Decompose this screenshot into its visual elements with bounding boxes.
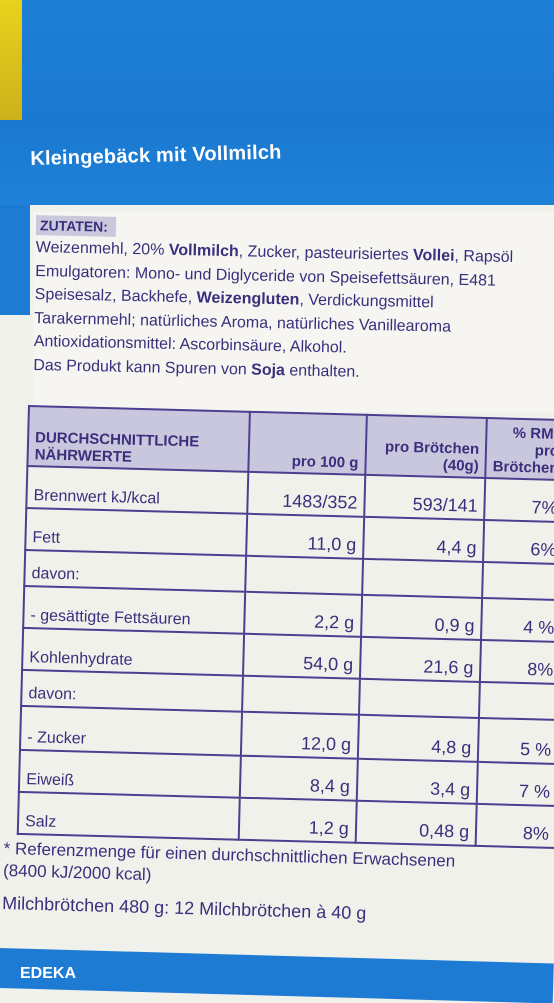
nutrient-label: Kohlenhydrate xyxy=(22,627,244,676)
nutrient-label: - Zucker xyxy=(19,705,242,756)
ingredient-text: Antioxidationsmittel: Ascorbinsäure, Alk… xyxy=(33,332,347,357)
ingredient-allergen: Soja xyxy=(250,361,286,379)
ingredient-text: Weizenmehl, 20% xyxy=(35,238,170,259)
ingredient-allergen: Vollei xyxy=(412,246,455,265)
value-per-100g: 54,0 g xyxy=(242,633,361,679)
value-rm: 4 % xyxy=(481,597,554,643)
value-per-100g xyxy=(241,675,360,715)
value-per-100g: 8,4 g xyxy=(239,755,358,801)
value-per-roll: 0,9 g xyxy=(360,594,483,640)
nutrient-label: Salz xyxy=(17,791,240,840)
value-per-100g: 1,2 g xyxy=(238,797,357,843)
ingredient-allergen: Weizengluten xyxy=(196,289,300,309)
ingredient-allergen: Vollmilch xyxy=(168,241,239,261)
header-rm: % RM* pro Brötchen xyxy=(485,418,554,481)
header-per-100g: pro 100 g xyxy=(248,411,367,475)
ingredients-panel xyxy=(33,212,554,412)
value-per-100g: 2,2 g xyxy=(243,591,362,637)
value-per-roll: 21,6 g xyxy=(359,636,482,682)
value-rm: 7 % xyxy=(476,761,554,806)
nutrient-label: davon: xyxy=(21,669,243,712)
brand-logo-text: EDEKA xyxy=(20,965,77,982)
ingredient-text: Das Produkt kann Spuren von xyxy=(33,356,252,379)
value-rm: 8% xyxy=(480,639,554,685)
value-per-roll: 4,4 g xyxy=(362,516,485,562)
blue-header-band xyxy=(0,0,554,205)
nutrient-label: Brennwert kJ/kcal xyxy=(26,466,249,514)
pack-size-text: Milchbrötchen 480 g: 12 Milchbrötchen à … xyxy=(1,892,367,924)
ingredients-header: ZUTATEN: xyxy=(35,215,117,237)
header-nutrients: DURCHSCHNITTLICHE NÄHRWERTE xyxy=(27,406,250,472)
value-rm: 5 % xyxy=(477,717,554,764)
ingredient-text: , Rapsöl xyxy=(454,247,514,266)
nutrient-label: davon: xyxy=(24,549,246,592)
value-per-roll: 593/141 xyxy=(364,474,486,520)
value-per-roll xyxy=(361,558,484,598)
nutrition-table-wrap: DURCHSCHNITTLICHE NÄHRWERTE pro 100 g pr… xyxy=(16,405,554,864)
ingredient-text: , Zucker, pasteurisiertes xyxy=(238,243,414,264)
blue-side-strip xyxy=(0,205,30,315)
value-per-roll: 0,48 g xyxy=(355,800,477,846)
nutrient-label: Fett xyxy=(25,507,247,556)
ingredient-text: , Verdickungsmittel xyxy=(299,291,434,312)
value-per-100g xyxy=(244,555,363,595)
ingredients-text: Weizenmehl, 20% Vollmilch, Zucker, paste… xyxy=(33,236,554,388)
value-per-roll: 3,4 g xyxy=(356,758,478,804)
header-per-roll: pro Brötchen (40g) xyxy=(365,414,487,478)
value-per-100g: 11,0 g xyxy=(245,513,365,559)
nutrient-label: - gesättigte Fettsäuren xyxy=(23,585,245,634)
value-per-100g: 1483/352 xyxy=(246,471,366,517)
nutrient-label: Eiweiß xyxy=(18,749,241,798)
value-rm: 8% xyxy=(475,803,554,848)
value-rm: 6% xyxy=(483,519,554,565)
value-per-100g: 12,0 g xyxy=(240,711,359,759)
value-per-roll xyxy=(358,678,481,718)
ingredient-text: Speisesalz, Backhefe, xyxy=(34,285,197,307)
value-rm: 7% xyxy=(484,477,554,523)
nutrition-table: DURCHSCHNITTLICHE NÄHRWERTE pro 100 g pr… xyxy=(17,405,554,849)
value-per-roll: 4,8 g xyxy=(357,714,480,762)
footnote-block: * Referenzmenge für einen durchschnittli… xyxy=(2,838,554,930)
value-rm xyxy=(479,681,554,721)
blue-footer-band xyxy=(0,948,554,1003)
yellow-edge-decoration xyxy=(0,0,22,120)
value-rm xyxy=(482,561,554,601)
ingredient-text: enthalten. xyxy=(284,361,360,381)
